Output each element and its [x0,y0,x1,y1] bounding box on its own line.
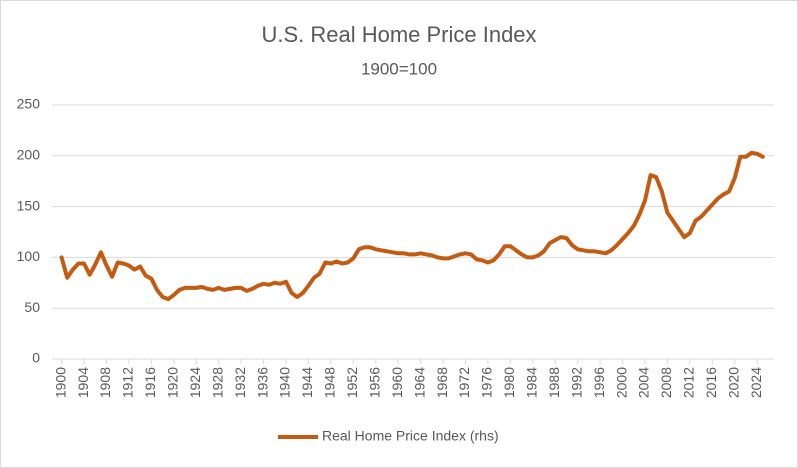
x-tick-label: 1960 [389,367,405,398]
x-tick-label: 1932 [232,367,248,398]
x-tick-label: 2008 [658,367,674,398]
x-tick-label: 1916 [142,367,158,398]
x-tick-label: 1956 [366,367,382,398]
x-tick-label: 1936 [254,367,270,398]
x-tick-label: 1920 [165,367,181,398]
x-tick-label: 1984 [524,367,540,398]
legend-label: Real Home Price Index (rhs) [322,428,499,444]
x-tick-label: 2020 [725,367,741,398]
y-tick-label: 50 [24,299,40,315]
x-tick-label: 2000 [613,367,629,398]
x-tick-label: 1948 [322,367,338,398]
x-tick-label: 1940 [277,367,293,398]
series-line [59,150,765,302]
chart-title: U.S. Real Home Price Index [261,22,536,47]
y-tick-label: 250 [17,96,41,112]
x-tick-label: 1972 [456,367,472,398]
x-tick-label: 1988 [546,367,562,398]
x-tick-label: 1908 [97,367,113,398]
x-tick-label: 1964 [411,367,427,398]
x-tick-label: 1996 [591,367,607,398]
x-tick-label: 2016 [703,367,719,398]
x-tick-label: 1992 [568,367,584,398]
x-tick-label: 1944 [299,367,315,398]
y-tick-label: 200 [17,147,41,163]
x-tick-label: 1904 [75,367,91,398]
y-tick-label: 100 [17,248,41,264]
y-tick-label: 150 [17,197,41,213]
x-tick-label: 1980 [501,367,517,398]
x-tick-label: 1952 [344,367,360,398]
y-tick-label: 0 [32,350,40,366]
x-tick-label: 1924 [187,367,203,398]
x-tick-label: 2004 [636,367,652,398]
x-tick-label: 1968 [434,367,450,398]
x-tick-label: 1912 [120,367,136,398]
x-tick-label: 2012 [681,367,697,398]
x-tick-label: 1928 [209,367,225,398]
x-tick-label: 1976 [479,367,495,398]
x-tick-label: 1900 [52,367,68,398]
chart-subtitle: 1900=100 [361,59,437,78]
x-tick-label: 2024 [748,367,764,398]
